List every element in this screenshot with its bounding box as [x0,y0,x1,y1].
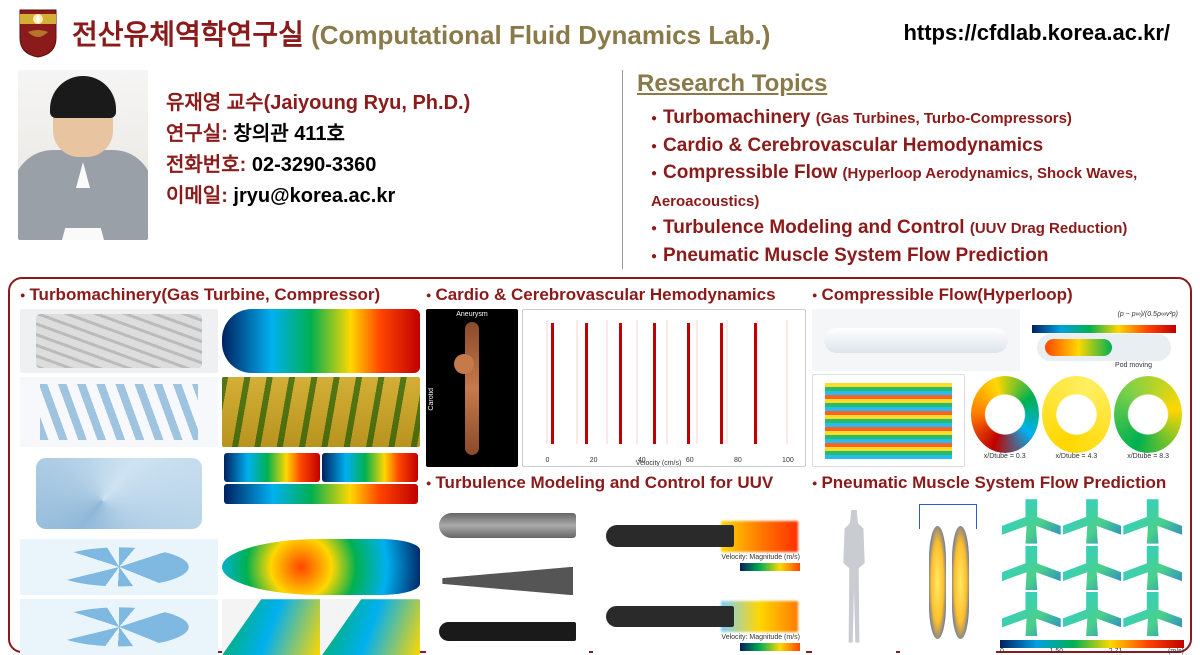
fig-blade-thermal [222,309,420,373]
fig-submarine-wake-1: Velocity: Magnitude (m/s) [593,497,806,575]
paren-close: ) [762,20,771,50]
university-shield-icon [18,8,58,58]
topic-compressible: Compressible Flow (Hyperloop Aerodynamic… [637,159,1180,214]
fig-uuv-hull-mesh [426,497,589,554]
lab-url[interactable]: https://cfdlab.korea.ac.kr/ [903,20,1180,46]
professor-name: 유재영 교수(Jaiyoung Ryu, Ph.D.) [166,88,470,119]
office-line: 연구실: 창의관 411호 [166,119,470,150]
fig-control-surface [426,557,589,605]
topic-cardio: Cardio & Cerebrovascular Hemodynamics [637,132,1180,160]
panel-turbomachinery: Turbomachinery(Gas Turbine, Compressor) [20,285,420,655]
column-middle: Cardio & Cerebrovascular Hemodynamics An… [426,285,806,655]
research-gallery: Turbomachinery(Gas Turbine, Compressor) [8,277,1192,653]
info-row: 유재영 교수(Jaiyoung Ryu, Ph.D.) 연구실: 창의관 411… [0,64,1200,277]
topic-pneumatic: Pneumatic Muscle System Flow Prediction [637,242,1180,270]
email-line: 이메일: jryu@korea.ac.kr [166,181,470,212]
ring-3 [1114,376,1182,453]
fig-bifurcation-flow-grid [1000,497,1184,638]
panel-title-turbo: Turbomachinery(Gas Turbine, Compressor) [20,285,420,305]
lab-title-ko: 전산유체역학연구실 [72,19,304,50]
panel-title-compressible: Compressible Flow(Hyperloop) [812,285,1184,305]
fig-hull-photo [426,608,589,655]
research-topics-heading: Research Topics [637,70,1180,98]
fig-musculoskeletal-model [812,497,896,655]
topic-turbomachinery: Turbomachinery (Gas Turbines, Turbo-Comp… [637,104,1180,132]
panel-compressible: Compressible Flow(Hyperloop) (p − p∞)/(0… [812,285,1184,467]
fig-velocity-profiles: 020406080100 Velocity (cm/s) [522,309,806,467]
vertical-divider [622,70,623,269]
fig-vortex-structure [20,451,218,535]
fig-hyperloop-pod [812,309,1020,371]
pneumatic-colorbar [1000,640,1184,648]
fig-impeller-iso [20,539,218,595]
panel-title-cardio: Cardio & Cerebrovascular Hemodynamics [426,285,806,305]
ring-2 [1042,376,1110,453]
phone-line: 전화번호: 02-3290-3360 [166,150,470,181]
research-topics-list: Turbomachinery (Gas Turbines, Turbo-Comp… [637,104,1180,269]
profile-block: 유재영 교수(Jaiyoung Ryu, Ph.D.) 연구실: 창의관 411… [18,70,608,269]
fig-volute-swirl [222,539,420,595]
panel-pneumatic: Pneumatic Muscle System Flow Prediction [812,473,1184,655]
header: 전산유체역학연구실 (Computational Fluid Dynamics … [0,0,1200,64]
fig-turbine-blade-row [222,377,420,447]
fig-angiogram: Aneurysm Carotid [426,309,518,467]
panel-turbulence: Turbulence Modeling and Control for UUV … [426,473,806,655]
fig-pressure-tube: (p − p∞)/(0.5ρ∞v²p) Pod moving [1024,309,1184,371]
fig-compressor-stages [20,377,218,447]
fig-submarine-wake-2: Velocity: Magnitude (m/s) [593,578,806,655]
panel-cardio: Cardio & Cerebrovascular Hemodynamics An… [426,285,806,467]
fig-blade-pressure-maps [222,451,420,535]
panel-title-pneumatic: Pneumatic Muscle System Flow Prediction [812,473,1184,493]
fig-impeller-front [20,599,218,655]
research-topics-block: Research Topics Turbomachinery (Gas Turb… [637,70,1180,269]
contact-info: 유재영 교수(Jaiyoung Ryu, Ph.D.) 연구실: 창의관 411… [166,70,470,269]
fig-ring-sections: x/Dtube = 0.3 x/Dtube = 4.3 x/Dtube = 8.… [969,374,1184,467]
topic-turbulence: Turbulence Modeling and Control (UUV Dra… [637,214,1180,242]
fig-blade-streamlines [222,599,420,655]
fig-shock-spectra [812,374,965,467]
lab-title-en: Computational Fluid Dynamics Lab. [320,20,762,50]
panel-title-turbulence: Turbulence Modeling and Control for UUV [426,473,806,493]
profile-photo [18,70,148,240]
fig-pneumatic-actuators [900,497,996,655]
paren-open: ( [304,20,320,50]
fig-gas-turbine-cutaway [20,309,218,373]
column-right: Compressible Flow(Hyperloop) (p − p∞)/(0… [812,285,1184,655]
ring-1 [971,376,1039,453]
lab-title: 전산유체역학연구실 (Computational Fluid Dynamics … [72,13,770,53]
